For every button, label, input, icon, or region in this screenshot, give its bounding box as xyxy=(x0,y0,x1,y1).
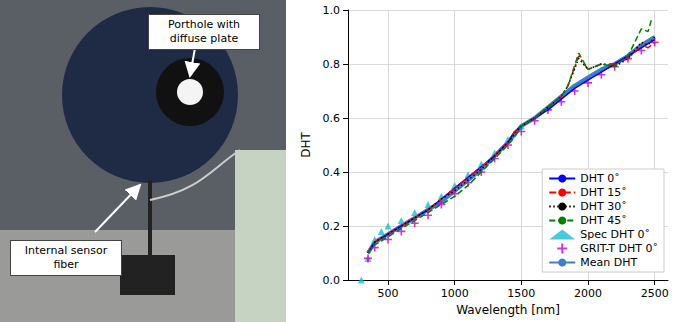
svg-text:0.2: 0.2 xyxy=(323,220,341,233)
svg-text:1.0: 1.0 xyxy=(323,4,341,17)
svg-text:Wavelength [nm]: Wavelength [nm] xyxy=(456,303,560,317)
svg-text:DHT: DHT xyxy=(299,132,313,158)
svg-text:0.4: 0.4 xyxy=(323,166,341,179)
svg-text:0.0: 0.0 xyxy=(323,274,341,287)
svg-text:2000: 2000 xyxy=(574,287,602,300)
svg-text:1500: 1500 xyxy=(507,287,535,300)
svg-text:DHT 45˚: DHT 45˚ xyxy=(580,214,626,227)
html-text:Internal sensor fiber: Internal sensor fiber xyxy=(24,244,108,271)
svg-text:DHT 30˚: DHT 30˚ xyxy=(580,200,626,213)
html-text:Porthole with diffuse plate: Porthole with diffuse plate xyxy=(167,18,241,45)
svg-text:DHT 15˚: DHT 15˚ xyxy=(580,186,626,199)
svg-text:DHT 0˚: DHT 0˚ xyxy=(580,172,619,185)
svg-text:Mean DHT: Mean DHT xyxy=(580,256,637,269)
svg-text:500: 500 xyxy=(378,287,399,300)
svg-text:GRIT-T DHT 0˚: GRIT-T DHT 0˚ xyxy=(580,242,658,255)
svg-text:2500: 2500 xyxy=(641,287,669,300)
svg-text:1000: 1000 xyxy=(441,287,469,300)
svg-text:0.8: 0.8 xyxy=(323,58,341,71)
svg-text:Spec DHT 0˚: Spec DHT 0˚ xyxy=(580,228,650,241)
svg-text:0.6: 0.6 xyxy=(323,112,341,125)
